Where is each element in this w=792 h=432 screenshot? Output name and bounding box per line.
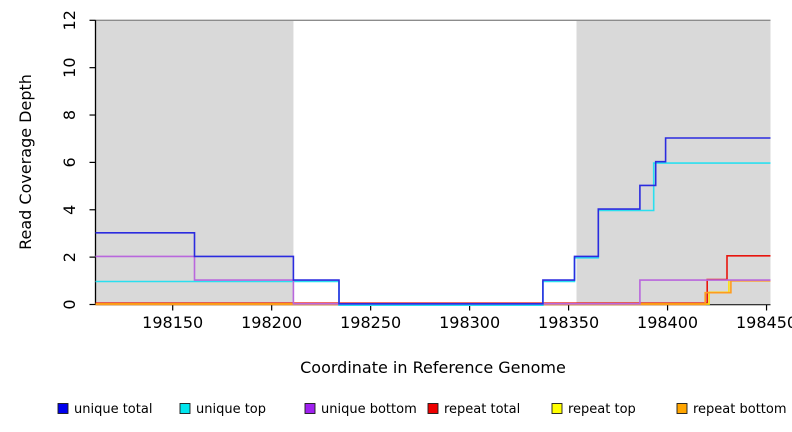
legend-swatch-unique-top [179,403,191,414]
y-tick-label: 4 [60,205,79,215]
x-tick-label: 198250 [340,313,401,332]
x-tick-label: 198150 [142,313,203,332]
x-tick-label: 198350 [538,313,599,332]
legend-label-repeat-bottom: repeat bottom [693,402,787,417]
legend-swatch-unique-total [57,403,69,414]
y-axis-title: Read Coverage Depth [16,74,35,250]
series-line-unique-total [95,137,771,305]
axes: 198150 198200 198250 198300 198350 198400 1984… [60,10,792,332]
y-tick-label: 12 [60,10,79,30]
legend-item-unique-top: unique top [179,402,266,417]
y-tick-label: 6 [60,157,79,167]
legend-swatch-repeat-top [551,403,563,414]
x-axis-title: Coordinate in Reference Genome [300,358,566,377]
legend-label-repeat-top: repeat top [568,402,636,417]
y-tick-label: 10 [60,57,79,77]
legend-label-repeat-total: repeat total [444,402,520,417]
x-tick-label: 198300 [439,313,500,332]
legend: unique total unique top unique bottom repea… [57,402,787,417]
legend-swatch-unique-bottom [304,403,316,414]
legend-label-unique-total: unique total [74,402,152,417]
legend-swatch-repeat-bottom [676,403,688,414]
legend-swatch-repeat-total [427,403,439,414]
x-tick-label: 198200 [241,313,302,332]
legend-item-repeat-total: repeat total [427,402,520,417]
legend-item-repeat-top: repeat top [551,402,636,417]
x-tick-label: 198400 [637,313,698,332]
series-line-unique-bottom [95,255,771,305]
legend-item-unique-total: unique total [57,402,152,417]
y-tick-label: 0 [60,299,79,309]
legend-item-unique-bottom: unique bottom [304,402,417,417]
y-tick-label: 8 [60,110,79,120]
coverage-step-lines [95,137,771,306]
x-tick-label: 198450 [736,313,792,332]
legend-item-repeat-bottom: repeat bottom [676,402,787,417]
legend-label-unique-top: unique top [196,402,266,417]
y-tick-label: 2 [60,252,79,262]
legend-label-unique-bottom: unique bottom [321,402,417,417]
